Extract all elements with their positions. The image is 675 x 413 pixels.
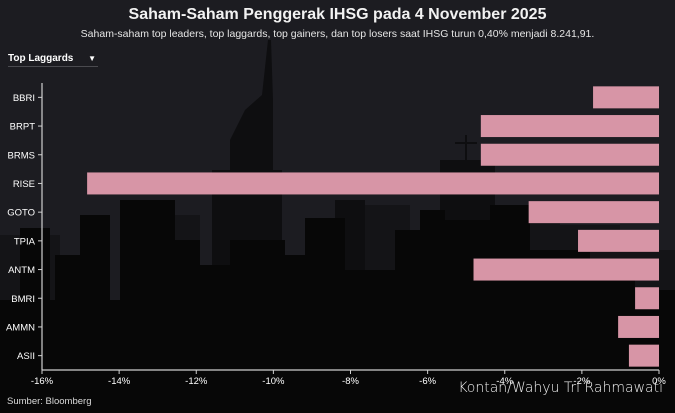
y-tick-label: BBRI bbox=[13, 93, 35, 104]
bar-tpia[interactable] bbox=[578, 229, 659, 252]
x-tick-label: -16% bbox=[31, 376, 54, 387]
y-tick-label: BRMS bbox=[8, 150, 35, 161]
x-tick-label: -12% bbox=[185, 376, 208, 387]
y-tick-label: BMRI bbox=[11, 294, 35, 305]
bar-bmri[interactable] bbox=[635, 287, 659, 310]
bar-rise[interactable] bbox=[87, 172, 660, 195]
x-tick-label: -10% bbox=[262, 376, 285, 387]
y-tick-label: GOTO bbox=[7, 208, 35, 219]
y-tick-label: TPIA bbox=[14, 236, 36, 247]
x-tick-label: -2% bbox=[573, 376, 590, 387]
category-dropdown[interactable]: Top Laggards ▼ bbox=[8, 50, 98, 67]
chart-title: Saham-Saham Penggerak IHSG pada 4 Novemb… bbox=[128, 6, 547, 23]
author-credit: Kontan/Wahyu Tri Rahmawati bbox=[458, 380, 663, 396]
bar-antm[interactable] bbox=[473, 258, 659, 281]
x-tick-label: -14% bbox=[108, 376, 131, 387]
y-tick-label: ASII bbox=[17, 351, 35, 362]
y-tick-label: BRPT bbox=[10, 122, 36, 133]
bar-bbri[interactable] bbox=[593, 86, 659, 109]
x-tick-label: -4% bbox=[496, 376, 513, 387]
y-tick-label: AMMN bbox=[6, 322, 35, 333]
bar-brms[interactable] bbox=[480, 143, 659, 166]
bar-brpt[interactable] bbox=[480, 115, 659, 138]
y-tick-label: RISE bbox=[13, 179, 35, 190]
y-tick-label: ANTM bbox=[8, 265, 35, 276]
x-tick-label: -6% bbox=[419, 376, 436, 387]
source-note: Sumber: Bloomberg bbox=[7, 396, 92, 407]
dropdown-selected-value: Top Laggards bbox=[8, 52, 74, 64]
bar-goto[interactable] bbox=[528, 201, 659, 224]
x-tick-label: -8% bbox=[342, 376, 359, 387]
x-tick-label: 0% bbox=[652, 376, 666, 387]
chart-subtitle: Saham-saham top leaders, top laggards, t… bbox=[80, 28, 595, 40]
bar-asii[interactable] bbox=[628, 344, 659, 367]
bar-ammn[interactable] bbox=[618, 315, 659, 338]
caret-down-icon: ▼ bbox=[88, 53, 96, 63]
